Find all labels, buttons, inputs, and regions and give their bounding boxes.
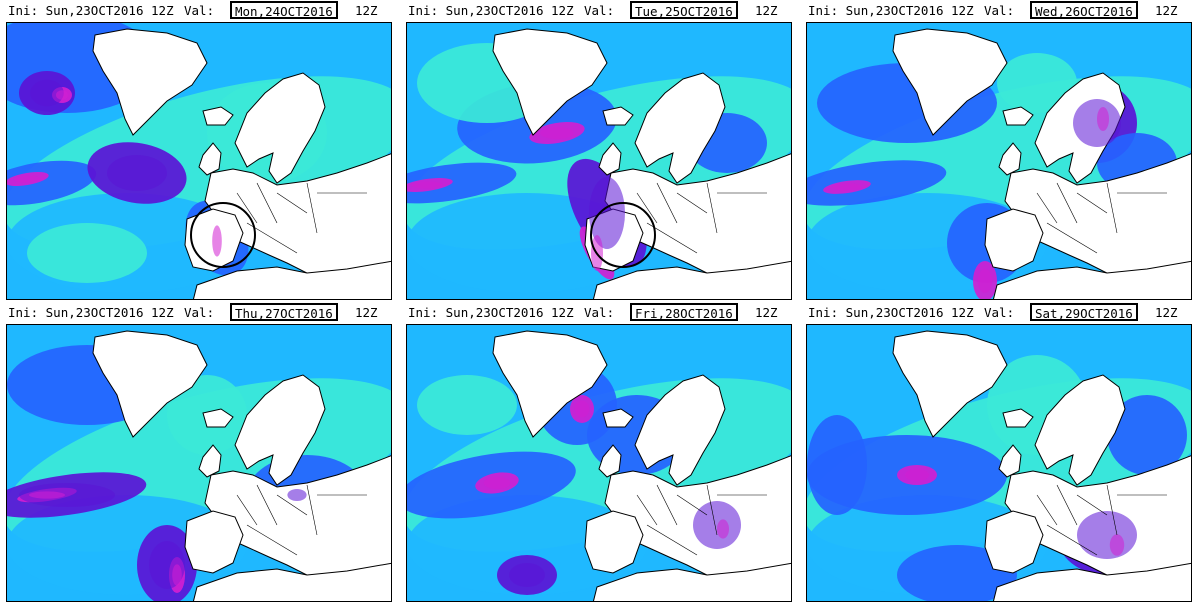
map-canvas [407,23,791,299]
init-label: Ini: Sun,23OCT2016 12Z [408,305,574,320]
init-label: Ini: Sun,23OCT2016 12Z [8,305,174,320]
forecast-panel-2: Ini: Sun,23OCT2016 12Z Val: Tue,25OCT201… [400,0,798,301]
valid-hour: 12Z [755,305,778,320]
valid-date-box: Mon,24OCT2016 [230,1,338,19]
valid-hour: 12Z [755,3,778,18]
map-canvas [807,325,1191,601]
precipitation-map [406,22,792,300]
panel-header: Ini: Sun,23OCT2016 12Z Val: Thu,27OCT201… [0,302,398,324]
init-label: Ini: Sun,23OCT2016 12Z [808,305,974,320]
valid-hour: 12Z [355,3,378,18]
highlight-circle [190,202,256,268]
precipitation-map [6,22,392,300]
init-label: Ini: Sun,23OCT2016 12Z [408,3,574,18]
panel-header: Ini: Sun,23OCT2016 12Z Val: Wed,26OCT201… [800,0,1198,22]
landmass [92,330,391,601]
map-canvas [7,23,391,299]
panel-header: Ini: Sun,23OCT2016 12Z Val: Tue,25OCT201… [400,0,798,22]
precipitation-map [6,324,392,602]
valid-date-box: Sat,29OCT2016 [1030,303,1138,321]
forecast-panel-4: Ini: Sun,23OCT2016 12Z Val: Thu,27OCT201… [0,302,398,603]
precipitation-map [806,22,1192,300]
valid-date-box: Fri,28OCT2016 [630,303,738,321]
forecast-panel-1: Ini: Sun,23OCT2016 12Z Val: Mon,24OCT201… [0,0,398,301]
valid-hour: 12Z [1155,305,1178,320]
valid-hour: 12Z [1155,3,1178,18]
valid-date-box: Thu,27OCT2016 [230,303,338,321]
valid-date-box: Tue,25OCT2016 [630,1,738,19]
valid-label: Val: [184,3,215,18]
valid-label: Val: [984,3,1015,18]
panel-header: Ini: Sun,23OCT2016 12Z Val: Mon,24OCT201… [0,0,398,22]
precipitation-map [406,324,792,602]
valid-date-box: Wed,26OCT2016 [1030,1,1138,19]
map-canvas [807,23,1191,299]
precipitation-map [806,324,1192,602]
valid-label: Val: [584,305,615,320]
valid-hour: 12Z [355,305,378,320]
panel-header: Ini: Sun,23OCT2016 12Z Val: Sat,29OCT201… [800,302,1198,324]
valid-label: Val: [984,305,1015,320]
map-canvas [7,325,391,601]
valid-label: Val: [184,305,215,320]
init-label: Ini: Sun,23OCT2016 12Z [8,3,174,18]
init-label: Ini: Sun,23OCT2016 12Z [808,3,974,18]
landmass [92,28,391,299]
map-canvas [407,325,791,601]
forecast-panel-3: Ini: Sun,23OCT2016 12Z Val: Wed,26OCT201… [800,0,1198,301]
forecast-panel-6: Ini: Sun,23OCT2016 12Z Val: Sat,29OCT201… [800,302,1198,603]
valid-label: Val: [584,3,615,18]
panel-header: Ini: Sun,23OCT2016 12Z Val: Fri,28OCT201… [400,302,798,324]
forecast-panel-5: Ini: Sun,23OCT2016 12Z Val: Fri,28OCT201… [400,302,798,603]
highlight-circle [590,202,656,268]
